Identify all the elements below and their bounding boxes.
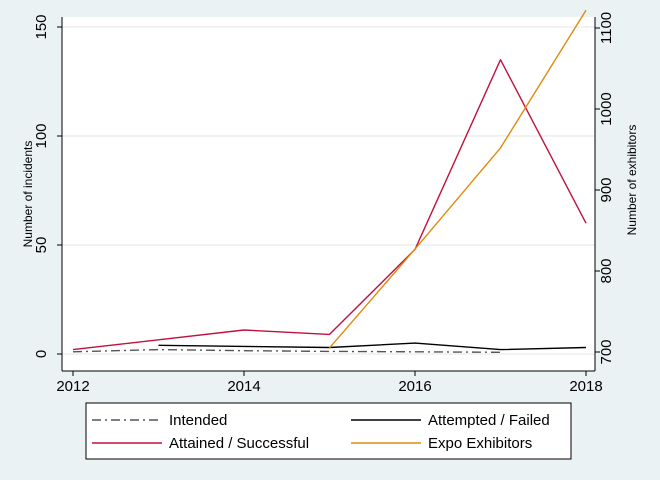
y2-tick-label-1100: 1100 — [598, 12, 615, 44]
legend-box — [85, 402, 572, 460]
legend-label-attempted-failed: Attempted / Failed — [428, 412, 550, 429]
x-tick-label-2016: 2016 — [398, 378, 431, 395]
y2-tick-label-700: 700 — [598, 339, 615, 364]
x-tick-label-2014: 2014 — [227, 378, 260, 395]
y-tick-label-150: 150 — [33, 14, 50, 39]
series-line-attempted-failed — [158, 342, 587, 351]
y-tick-label-100: 100 — [33, 123, 50, 148]
series-line-expo-exhibitors — [328, 9, 587, 349]
y-tick-label-0: 0 — [33, 350, 50, 358]
legend-label-intended: Intended — [169, 412, 227, 429]
right-axis-ticks: 700 800 900 1000 1100 — [595, 12, 615, 365]
y2-tick-label-800: 800 — [598, 258, 615, 283]
left-axis-ticks: 0 50 100 150 — [33, 14, 62, 358]
x-axis-ticks: 2012 2014 2016 2018 — [56, 371, 603, 395]
series-lines — [72, 9, 587, 353]
y2-tick-label-1000: 1000 — [598, 92, 615, 125]
x-tick-label-2018: 2018 — [569, 378, 602, 395]
x-tick-label-2012: 2012 — [56, 378, 89, 395]
legend-label-attained-successful: Attained / Successful — [169, 435, 309, 452]
y2-tick-label-900: 900 — [598, 177, 615, 202]
gridlines — [62, 26, 595, 355]
right-axis-title: Number of exhibitors — [625, 125, 639, 236]
series-line-intended — [72, 348, 501, 353]
plot-area — [62, 17, 595, 371]
y-tick-label-50: 50 — [33, 237, 50, 254]
series-line-attained-successful — [72, 59, 587, 351]
left-axis-title: Number of incidents — [21, 141, 35, 248]
legend: Intended Attempted / Failed Attained / Suc… — [92, 412, 550, 452]
legend-label-expo-exhibitors: Expo Exhibitors — [428, 435, 532, 452]
